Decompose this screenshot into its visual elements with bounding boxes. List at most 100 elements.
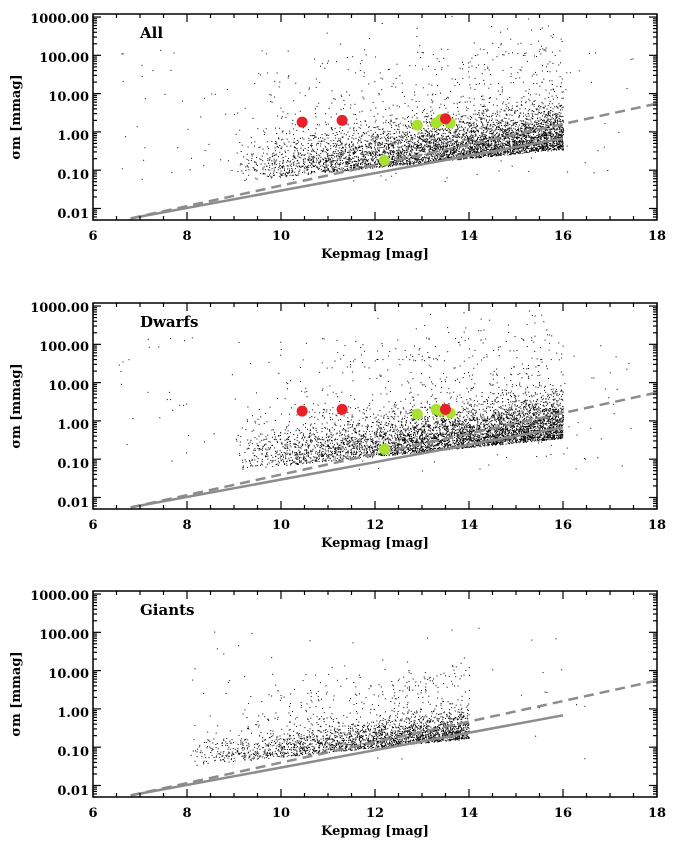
scatter-point: [347, 158, 349, 160]
scatter-point: [362, 96, 364, 98]
scatter-point: [308, 88, 310, 90]
scatter-point: [422, 157, 424, 159]
scatter-point: [397, 164, 399, 166]
scatter-point: [438, 133, 440, 134]
scatter-point: [475, 152, 477, 154]
scatter-point: [392, 161, 394, 163]
scatter-point: [376, 163, 378, 165]
scatter-point: [455, 141, 457, 143]
scatter-point: [541, 146, 543, 148]
scatter-point: [387, 130, 389, 132]
scatter-point: [396, 155, 398, 156]
scatter-point: [491, 156, 493, 157]
scatter-point: [415, 159, 417, 161]
scatter-point: [303, 138, 305, 140]
scatter-point: [240, 163, 242, 165]
scatter-point: [424, 108, 425, 110]
scatter-point: [313, 135, 315, 137]
scatter-point: [365, 153, 367, 155]
scatter-point: [504, 137, 506, 139]
scatter-point: [483, 138, 485, 140]
scatter-point: [428, 65, 430, 67]
scatter-point: [523, 134, 525, 136]
scatter-point: [440, 147, 442, 148]
scatter-point: [363, 151, 365, 153]
scatter-point: [525, 137, 527, 139]
scatter-point: [282, 174, 284, 176]
scatter-point: [430, 130, 432, 132]
scatter-point: [562, 127, 563, 128]
scatter-point: [284, 172, 286, 174]
scatter-point: [537, 146, 539, 147]
scatter-point: [478, 112, 480, 114]
scatter-point: [453, 153, 455, 155]
scatter-point: [326, 148, 327, 150]
scatter-point: [489, 137, 491, 138]
scatter-point: [273, 167, 275, 169]
scatter-point: [462, 135, 464, 137]
scatter-point: [300, 137, 301, 139]
scatter-point: [338, 156, 340, 158]
scatter-point: [239, 164, 241, 166]
scatter-point: [516, 148, 518, 150]
scatter-point: [375, 160, 376, 162]
scatter-point: [410, 163, 411, 165]
scatter-point: [391, 164, 393, 166]
scatter-point: [560, 126, 562, 128]
scatter-point: [538, 121, 540, 123]
scatter-point: [489, 128, 491, 130]
scatter-point: [540, 126, 542, 128]
scatter-point: [336, 143, 338, 145]
scatter-point: [319, 161, 320, 163]
scatter-point: [513, 127, 515, 129]
scatter-point: [532, 150, 534, 152]
scatter-point: [495, 155, 497, 156]
scatter-point: [344, 165, 346, 167]
scatter-point: [449, 138, 451, 140]
scatter-point: [469, 157, 471, 159]
scatter-point: [376, 148, 378, 150]
scatter-point: [498, 125, 500, 127]
scatter-point: [298, 156, 300, 158]
scatter-point: [528, 133, 530, 135]
scatter-point: [522, 112, 524, 114]
scatter-point: [513, 82, 515, 83]
scatter-point: [539, 134, 541, 136]
scatter-point: [382, 141, 383, 143]
scatter-point: [443, 143, 445, 145]
scatter-point: [558, 143, 560, 145]
scatter-point: [370, 143, 372, 145]
scatter-point: [537, 111, 539, 113]
scatter-point: [414, 152, 416, 154]
scatter-point: [539, 119, 541, 121]
scatter-point: [496, 115, 498, 117]
scatter-point: [366, 124, 367, 126]
scatter-point: [467, 130, 469, 132]
scatter-point: [466, 140, 468, 142]
scatter-point: [243, 156, 245, 158]
scatter-point: [409, 145, 411, 147]
scatter-point: [252, 153, 254, 155]
scatter-point: [361, 90, 363, 92]
scatter-point: [361, 145, 363, 147]
scatter-point: [502, 130, 504, 132]
scatter-point: [441, 159, 443, 160]
scatter-point: [278, 156, 279, 158]
scatter-point: [466, 151, 467, 153]
scatter-point: [342, 130, 343, 132]
scatter-point: [292, 174, 294, 176]
scatter-point: [314, 108, 316, 110]
scatter-point: [429, 142, 431, 144]
scatter-point: [331, 163, 333, 165]
scatter-point: [457, 128, 459, 130]
scatter-point: [521, 131, 522, 132]
scatter-point: [350, 166, 352, 168]
scatter-point: [559, 127, 561, 129]
scatter-point: [494, 149, 496, 150]
scatter-point: [433, 153, 435, 155]
scatter-point: [424, 144, 426, 146]
scatter-point: [529, 149, 531, 151]
scatter-point: [503, 151, 505, 153]
scatter-point: [482, 95, 484, 97]
scatter-point: [495, 155, 497, 157]
